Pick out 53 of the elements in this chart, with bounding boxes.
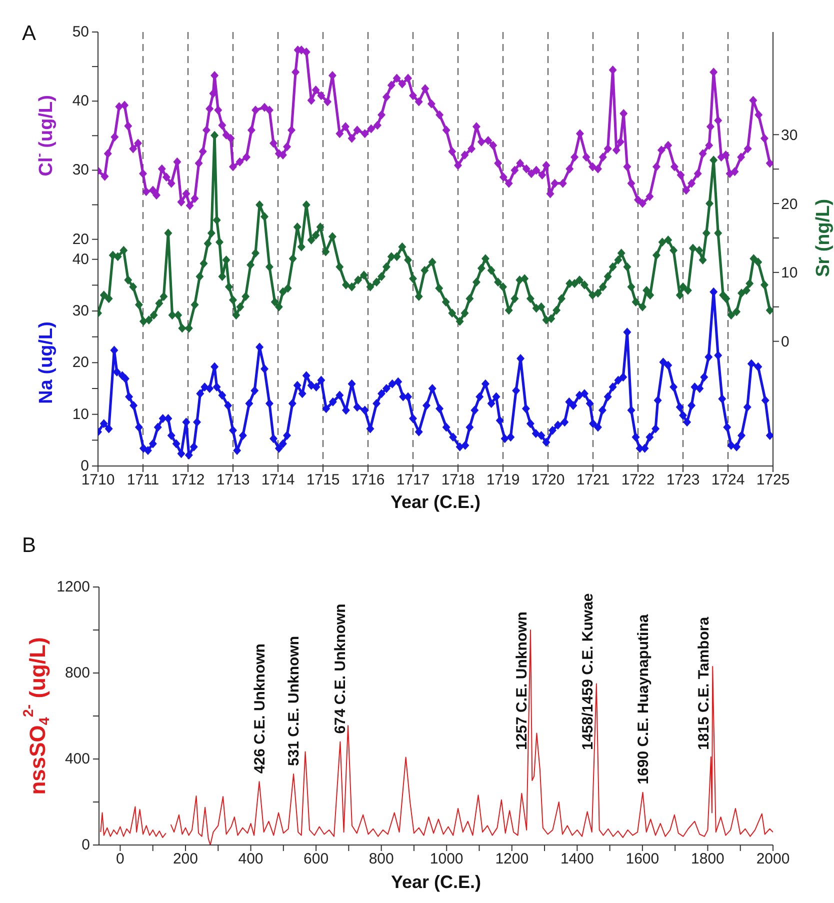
y-tick-label: 50 bbox=[72, 24, 89, 40]
y2-tick-label: 20 bbox=[781, 196, 798, 213]
x-tick-label: 1714 bbox=[261, 472, 295, 489]
annotation: 1257 C.E. Unknown bbox=[513, 612, 530, 750]
y-tick-label: 30 bbox=[72, 162, 89, 179]
y-tick-label: 0 bbox=[82, 836, 90, 854]
x-tick-label: 1725 bbox=[756, 472, 790, 489]
x-axis-title: Year (C.E.) bbox=[390, 872, 482, 892]
y2-tick-label: 10 bbox=[781, 264, 798, 282]
chart-title: B bbox=[22, 534, 36, 557]
x-tick-label: 400 bbox=[238, 850, 264, 868]
y-tick-label: 400 bbox=[64, 750, 90, 768]
y-tick-label: 1200 bbox=[56, 578, 90, 596]
y2-tick-label: 0 bbox=[781, 334, 790, 351]
x-tick-label: 1400 bbox=[560, 850, 594, 868]
x-tick-label: 1710 bbox=[81, 472, 115, 489]
x-axis-title: Year (C.E.) bbox=[390, 492, 481, 512]
x-tick-label: 1719 bbox=[486, 472, 520, 489]
x-tick-label: 1723 bbox=[666, 472, 700, 489]
x-tick-label: 1600 bbox=[626, 850, 660, 868]
chart-title: A bbox=[22, 22, 36, 45]
y-tick-label: 40 bbox=[72, 92, 89, 110]
y-tick-label: 800 bbox=[64, 664, 90, 682]
x-tick-label: 1720 bbox=[531, 472, 565, 489]
y3-tick-label: 10 bbox=[72, 406, 89, 423]
x-tick-label: 1713 bbox=[216, 472, 250, 489]
annotation: 531 C.E. Unknown bbox=[286, 636, 303, 766]
x-tick-label: 1000 bbox=[430, 850, 464, 868]
x-tick-label: 1718 bbox=[441, 472, 475, 489]
y2-tick-label: 30 bbox=[781, 126, 798, 144]
annotation: 674 C.E. Unknown bbox=[332, 604, 350, 734]
annotation: 1690 C.E. Huaynaputina bbox=[634, 614, 652, 784]
annotation: 426 C.E. Unknown bbox=[251, 644, 268, 774]
annotation: 1815 C.E. Tambora bbox=[696, 616, 713, 750]
x-tick-label: 0 bbox=[116, 850, 124, 868]
x-tick-label: 1715 bbox=[306, 472, 340, 489]
y2-axis-title: Sr (ng/L) bbox=[812, 198, 834, 278]
x-tick-label: 1722 bbox=[621, 472, 655, 489]
x-tick-label: 1717 bbox=[396, 472, 430, 489]
annotation: 1458/1459 C.E. Kuwae bbox=[579, 593, 596, 750]
x-tick-label: 800 bbox=[368, 850, 394, 868]
y3-axis-title: Na (ug/L) bbox=[36, 322, 56, 404]
x-tick-label: 1800 bbox=[691, 850, 724, 868]
y-tick-label: 20 bbox=[72, 230, 89, 248]
x-tick-label: 1712 bbox=[171, 472, 205, 489]
x-tick-label: 200 bbox=[172, 850, 198, 868]
x-tick-label: 1200 bbox=[495, 850, 529, 868]
x-tick-label: 1716 bbox=[351, 472, 385, 489]
x-tick-label: 1724 bbox=[711, 472, 745, 489]
x-tick-label: 1721 bbox=[576, 472, 610, 489]
x-tick-label: 1711 bbox=[126, 472, 160, 489]
x-tick-label: 2000 bbox=[756, 850, 790, 868]
x-tick-label: 600 bbox=[304, 850, 329, 868]
